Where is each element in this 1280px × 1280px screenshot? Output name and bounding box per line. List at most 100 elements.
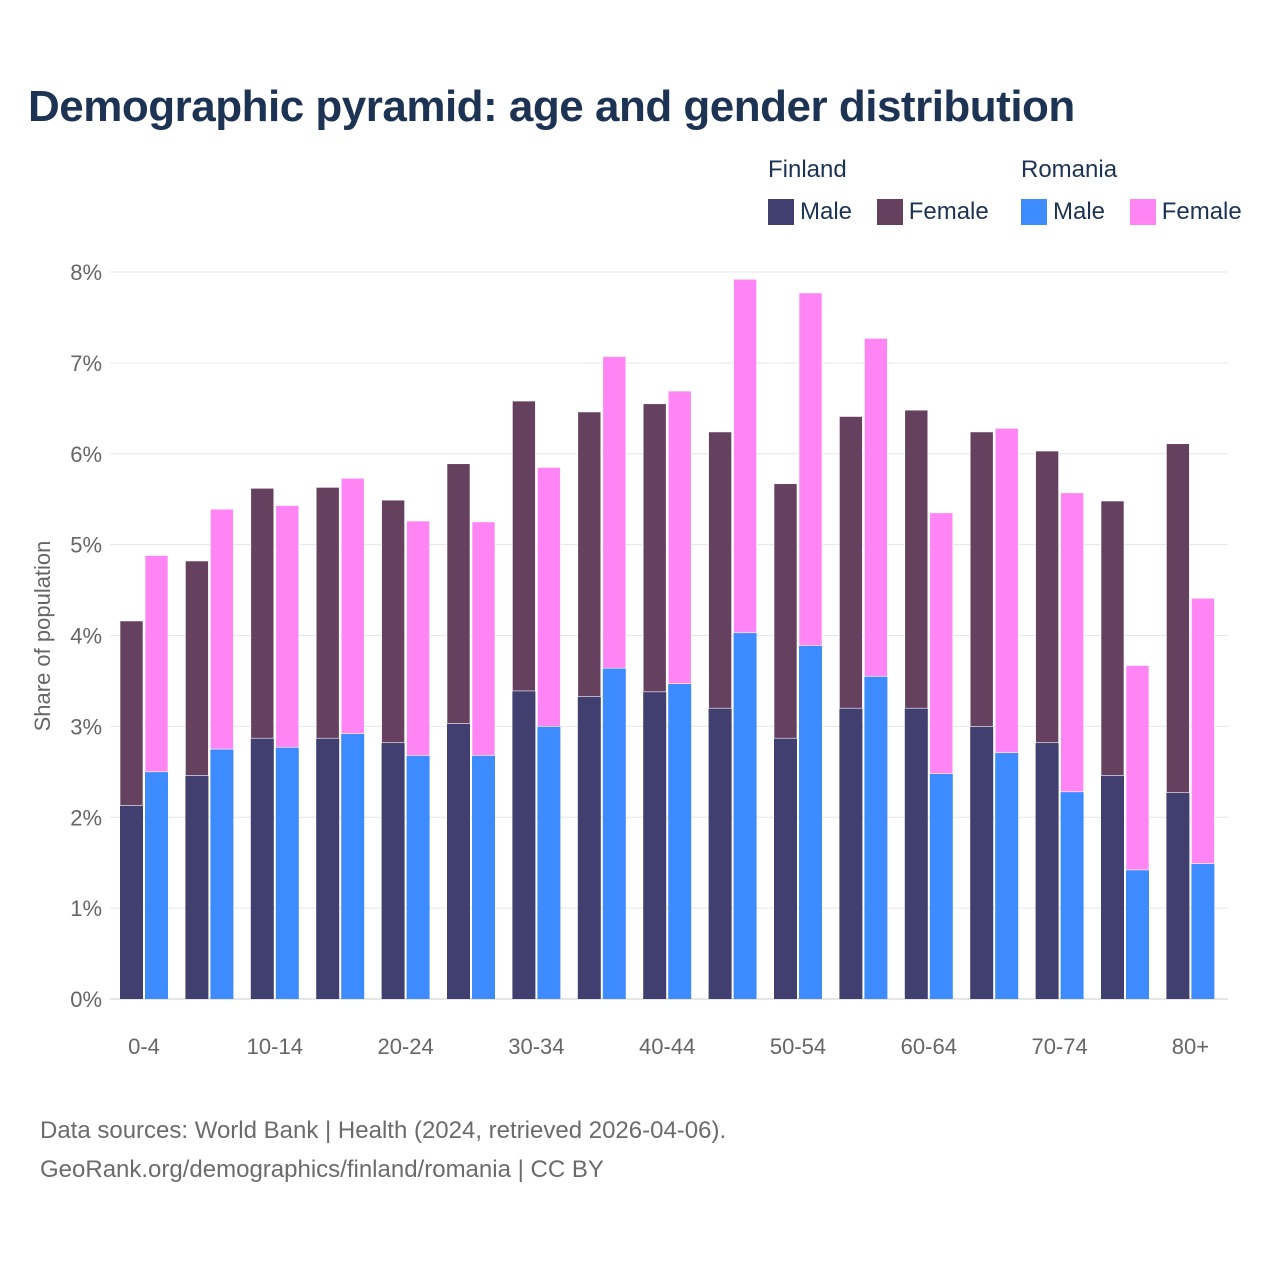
bar-romania-female-15-19[interactable] — [340, 477, 365, 734]
bar-romania-male-75-79[interactable] — [1126, 869, 1149, 999]
bar-finland-male-10-14[interactable] — [250, 738, 274, 999]
bar-romania-male-10-14[interactable] — [275, 747, 299, 999]
bar-finland-female-40-44[interactable] — [642, 403, 667, 693]
bar-finland-female-65-69[interactable] — [969, 431, 994, 727]
x-tick-label: 10-14 — [247, 1034, 303, 1059]
bar-romania-male-65-69[interactable] — [995, 752, 1019, 999]
bar-finland-male-20-24[interactable] — [381, 742, 405, 999]
bar-romania-male-20-24[interactable] — [406, 755, 430, 999]
legend-finland: Finland Male Female — [768, 156, 1007, 232]
y-tick-label: 5% — [70, 533, 102, 558]
bar-romania-female-70-74[interactable] — [1060, 492, 1084, 793]
bar-romania-male-40-44[interactable] — [668, 683, 692, 999]
bar-romania-female-10-14[interactable] — [275, 505, 300, 748]
bar-finland-female-80+[interactable] — [1166, 443, 1190, 794]
bar-finland-female-50-54[interactable] — [773, 483, 798, 739]
bar-romania-female-35-39[interactable] — [602, 356, 627, 669]
bar-romania-female-75-79[interactable] — [1125, 665, 1150, 871]
bar-romania-male-70-74[interactable] — [1060, 791, 1084, 999]
y-tick-label: 1% — [70, 896, 102, 921]
bar-romania-female-40-44[interactable] — [667, 390, 692, 684]
bar-finland-male-30-34[interactable] — [512, 690, 536, 999]
bar-finland-female-5-9[interactable] — [185, 560, 209, 776]
legend-item-romania-male[interactable]: Male — [1021, 198, 1105, 226]
bar-romania-male-35-39[interactable] — [602, 668, 626, 999]
legend-swatch — [1129, 199, 1156, 225]
bar-finland-female-60-64[interactable] — [904, 409, 929, 709]
legend-label: Female — [908, 198, 989, 225]
bar-finland-male-55-59[interactable] — [839, 708, 863, 999]
footer-source: Data sources: World Bank | Health (2024,… — [40, 1117, 727, 1144]
legend-item-finland-female[interactable]: Female — [876, 198, 989, 226]
bar-finland-male-5-9[interactable] — [185, 775, 209, 999]
legend-item-romania-female[interactable]: Female — [1129, 198, 1242, 226]
bar-finland-female-30-34[interactable] — [512, 400, 536, 692]
bar-finland-female-20-24[interactable] — [381, 499, 405, 744]
bar-romania-female-25-29[interactable] — [471, 521, 496, 756]
bar-finland-male-70-74[interactable] — [1035, 742, 1059, 999]
bar-finland-female-45-49[interactable] — [708, 431, 732, 709]
legend-label: Male — [800, 198, 853, 225]
bar-romania-male-5-9[interactable] — [210, 749, 234, 999]
bar-romania-female-80+[interactable] — [1191, 597, 1215, 864]
bar-finland-male-15-19[interactable] — [316, 738, 340, 999]
chart-title: Demographic pyramid: age and gender dist… — [28, 82, 1075, 131]
y-tick-label: 4% — [70, 624, 102, 649]
x-tick-label: 40-44 — [639, 1034, 695, 1059]
legend-swatch — [768, 199, 794, 225]
bar-romania-female-30-34[interactable] — [537, 467, 561, 727]
x-tick-label: 60-64 — [901, 1034, 957, 1059]
bar-finland-male-35-39[interactable] — [577, 696, 601, 999]
bar-romania-female-60-64[interactable] — [929, 512, 954, 774]
bar-finland-female-70-74[interactable] — [1035, 450, 1059, 744]
footer-url[interactable]: GeoRank.org/demographics/finland/romania… — [40, 1156, 604, 1183]
bar-romania-female-65-69[interactable] — [994, 428, 1019, 754]
bar-romania-female-20-24[interactable] — [406, 520, 430, 756]
bar-romania-male-55-59[interactable] — [864, 676, 888, 999]
bar-finland-male-50-54[interactable] — [774, 738, 797, 999]
bar-finland-male-60-64[interactable] — [904, 708, 928, 999]
bar-finland-male-80+[interactable] — [1166, 792, 1190, 999]
bar-finland-female-25-29[interactable] — [446, 463, 471, 724]
bar-finland-male-65-69[interactable] — [970, 726, 994, 999]
bar-romania-female-5-9[interactable] — [210, 508, 234, 750]
legend-group-title: Finland — [768, 156, 847, 183]
legend-label: Male — [1053, 198, 1106, 225]
bar-finland-male-0-4[interactable] — [120, 805, 143, 999]
bar-finland-female-75-79[interactable] — [1100, 500, 1125, 776]
x-tick-label: 80+ — [1172, 1034, 1209, 1059]
bar-romania-male-25-29[interactable] — [472, 755, 495, 999]
bar-romania-female-50-54[interactable] — [798, 292, 823, 646]
bar-finland-female-10-14[interactable] — [250, 487, 275, 739]
bar-romania-male-45-49[interactable] — [733, 632, 757, 999]
bar-finland-female-0-4[interactable] — [119, 620, 144, 806]
bar-romania-male-80+[interactable] — [1191, 863, 1215, 999]
x-tick-label: 0-4 — [128, 1034, 160, 1059]
x-tick-label: 30-34 — [508, 1034, 564, 1059]
y-tick-label: 6% — [70, 442, 102, 467]
bar-finland-female-15-19[interactable] — [315, 487, 340, 739]
bar-romania-male-30-34[interactable] — [537, 726, 561, 999]
bar-finland-male-75-79[interactable] — [1101, 775, 1124, 999]
bar-finland-female-35-39[interactable] — [577, 411, 602, 697]
bar-romania-male-15-19[interactable] — [341, 733, 365, 999]
legend-swatch — [1021, 199, 1047, 225]
bar-romania-female-0-4[interactable] — [144, 555, 169, 773]
bar-finland-male-45-49[interactable] — [708, 708, 732, 999]
y-axis-label: Share of population — [30, 541, 55, 732]
bar-romania-male-60-64[interactable] — [929, 773, 953, 999]
y-tick-label: 3% — [70, 714, 102, 739]
bar-romania-female-45-49[interactable] — [733, 278, 757, 634]
bar-finland-male-40-44[interactable] — [643, 691, 667, 999]
legend-romania: Romania Male Female — [1021, 156, 1242, 232]
legend-item-finland-male[interactable]: Male — [768, 198, 852, 226]
bar-romania-male-50-54[interactable] — [799, 645, 822, 999]
legend-group-title: Romania — [1021, 156, 1118, 183]
bar-finland-male-25-29[interactable] — [447, 723, 470, 999]
bar-romania-male-0-4[interactable] — [145, 771, 168, 999]
bar-finland-female-55-59[interactable] — [839, 416, 863, 709]
y-tick-label: 7% — [70, 351, 102, 376]
bar-romania-female-55-59[interactable] — [864, 338, 888, 677]
x-tick-label: 20-24 — [377, 1034, 433, 1059]
